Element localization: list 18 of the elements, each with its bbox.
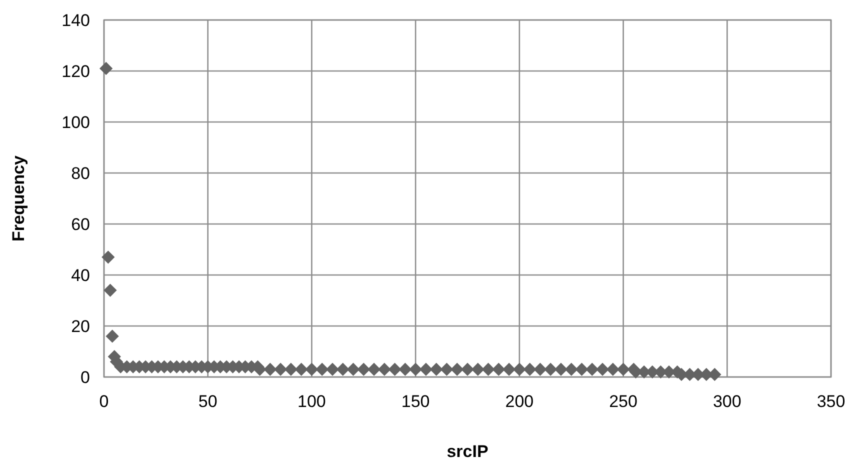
x-axis-title: srcIP	[446, 442, 488, 461]
x-tick-label: 350	[816, 392, 846, 411]
x-tick-label: 300	[712, 392, 742, 411]
x-tick-label: 0	[99, 392, 109, 411]
x-tick-label: 100	[298, 392, 326, 411]
x-tick-label: 250	[609, 392, 638, 411]
y-tick-label: 120	[62, 62, 90, 81]
y-tick-label: 0	[80, 368, 90, 387]
y-tick-label: 100	[62, 112, 90, 132]
y-tick-label: 80	[71, 164, 90, 183]
y-tick-label: 20	[71, 316, 90, 336]
x-tick-label: 50	[198, 392, 218, 411]
y-tick-label: 40	[71, 266, 90, 285]
x-tick-label: 200	[505, 392, 534, 411]
y-axis-title: Frequency	[9, 154, 28, 242]
x-tick-label: 150	[401, 392, 430, 411]
y-tick-label: 140	[62, 10, 90, 30]
y-tick-label: 60	[71, 214, 90, 234]
